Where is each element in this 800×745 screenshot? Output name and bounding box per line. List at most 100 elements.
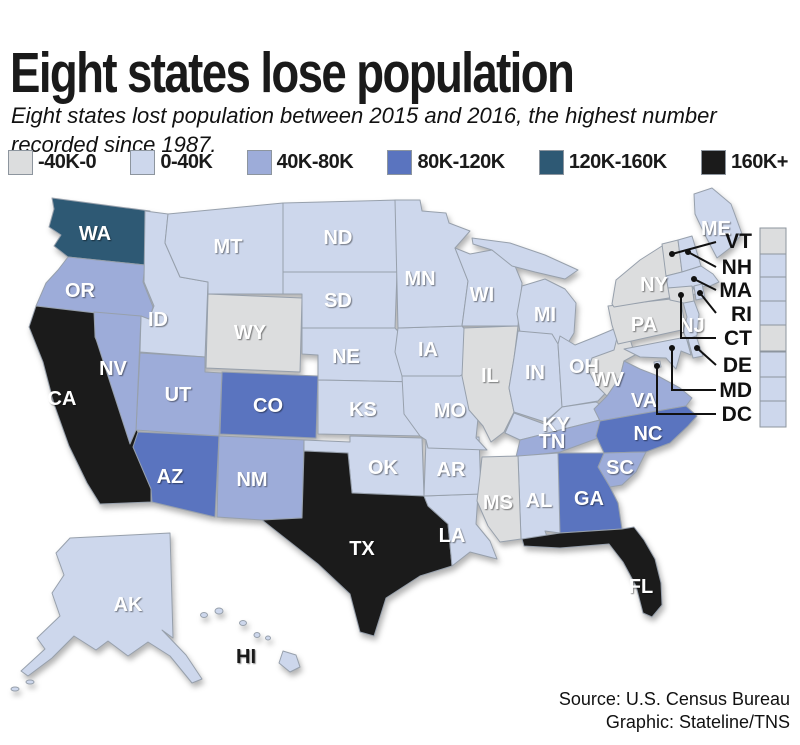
state-label-ME: ME (701, 218, 731, 240)
callout-label-MD: MD (719, 379, 752, 402)
alaska-mainland (20, 532, 203, 684)
state-VA (593, 360, 693, 422)
state-label-OH: OH (569, 356, 599, 378)
state-label-NV: NV (99, 358, 127, 380)
subtitle: Eight states lost population between 201… (11, 103, 717, 157)
state-label-SD: SD (324, 290, 352, 312)
state-NC (595, 405, 698, 454)
state-MI (471, 237, 579, 347)
mainland (28, 187, 743, 637)
callout-swatch-MA (759, 276, 787, 304)
state-label-VA: VA (631, 390, 657, 412)
legend-label: 80K-120K (417, 151, 505, 173)
legend-swatch-gray (8, 150, 33, 175)
state-label-LA: LA (439, 525, 466, 547)
callout-dot-NH (685, 249, 691, 255)
callout-label-VT: VT (725, 230, 752, 253)
callout-dot-VT (669, 251, 675, 257)
state-LA (423, 493, 498, 567)
state-MD (623, 336, 692, 370)
state-PA (607, 297, 687, 345)
legend-item: 80K-120K (387, 150, 505, 175)
state-label-MI: MI (534, 304, 556, 326)
callout-swatch-DC (759, 400, 787, 428)
callout-label-NH: NH (722, 256, 752, 279)
state-label-UT: UT (165, 384, 192, 406)
state-label-KS: KS (349, 399, 377, 421)
callout-line-MD (671, 348, 716, 391)
callout-swatch-MD (759, 376, 787, 404)
callout-line-CT (680, 295, 716, 339)
page-title: Eight states lose population (10, 41, 575, 106)
callout-dot-MD (669, 345, 675, 351)
state-label-OK: OK (368, 457, 399, 479)
callout-dot-RI (697, 290, 703, 296)
legend-label: -40K-0 (38, 151, 97, 173)
legend-label: 40K-80K (276, 151, 354, 173)
state-ME (693, 187, 743, 259)
callout-dot-CT (678, 292, 684, 298)
callout-label-RI: RI (731, 303, 752, 326)
state-label-MS: MS (483, 492, 513, 514)
aleutian-island (10, 686, 20, 692)
legend-item: 160K+ (700, 150, 789, 175)
state-WI (454, 247, 523, 327)
state-label-CA: CA (48, 388, 77, 410)
state-label-IL: IL (481, 365, 499, 387)
state-label-NM: NM (236, 469, 267, 491)
legend-swatch-blue (387, 150, 413, 175)
state-label-NE: NE (332, 346, 360, 368)
legend-item: 40K-80K (246, 150, 354, 175)
state-label-IN: IN (525, 362, 545, 384)
state-label-WY: WY (234, 322, 267, 344)
state-CO (219, 371, 319, 439)
hawaii-island (200, 612, 208, 618)
state-label-HI: HI (236, 646, 256, 668)
state-label-MO: MO (434, 400, 466, 422)
state-label-NY: NY (640, 274, 668, 296)
callout-label-MA: MA (719, 279, 752, 302)
state-label-KY: KY (542, 414, 570, 436)
callout-line-MA (693, 278, 717, 291)
callout-swatch-VT (759, 227, 787, 255)
legend-swatch-teal (538, 150, 564, 175)
aleutian-island (25, 679, 35, 685)
state-label-TX: TX (349, 538, 375, 560)
state-label-PA: PA (631, 314, 657, 336)
hawaii-island (265, 635, 271, 641)
source-line: Source: U.S. Census Bureau (558, 689, 790, 709)
state-label-NC: NC (634, 423, 663, 445)
state-label-WI: WI (470, 284, 494, 306)
state-MN (394, 199, 471, 329)
callout-label-DE: DE (723, 354, 752, 377)
callout-swatch-RI (759, 300, 787, 328)
legend-item: -40K-0 (8, 150, 97, 175)
source-credit: Source: U.S. Census Bureau Graphic: Stat… (559, 688, 790, 734)
callout-line-VT (671, 241, 717, 255)
callout-swatch-CT (759, 324, 787, 352)
state-label-NJ: NJ (679, 315, 705, 337)
callout-swatch-NH (759, 253, 787, 281)
legend-item: 120K-160K (538, 150, 667, 175)
callout-dot-DC (654, 363, 660, 369)
legend-swatch-periwinkle (246, 150, 272, 175)
state-FL (521, 526, 663, 618)
state-label-FL: FL (629, 576, 653, 598)
credit-line: Graphic: Stateline/TNS (605, 712, 790, 733)
hawaii-island (253, 632, 261, 638)
state-label-AL: AL (526, 490, 553, 512)
legend: -40K-0 0-40K 40K-80K 80K-120K 120K-160K … (8, 150, 788, 175)
legend-label: 120K-160K (568, 151, 667, 173)
callout-dot-DE (694, 345, 700, 351)
callout-label-CT: CT (724, 327, 752, 350)
state-label-CO: CO (253, 395, 283, 417)
callout-label-DC: DC (722, 403, 752, 426)
state-MS (476, 455, 522, 543)
callout-line-NH (687, 251, 717, 268)
hawaii-big-island (278, 650, 301, 673)
state-HI (200, 607, 301, 673)
callout-line-DE (696, 347, 717, 366)
legend-label: 160K+ (730, 151, 789, 173)
state-label-GA: GA (574, 488, 604, 510)
legend-item: 0-40K (130, 150, 213, 175)
